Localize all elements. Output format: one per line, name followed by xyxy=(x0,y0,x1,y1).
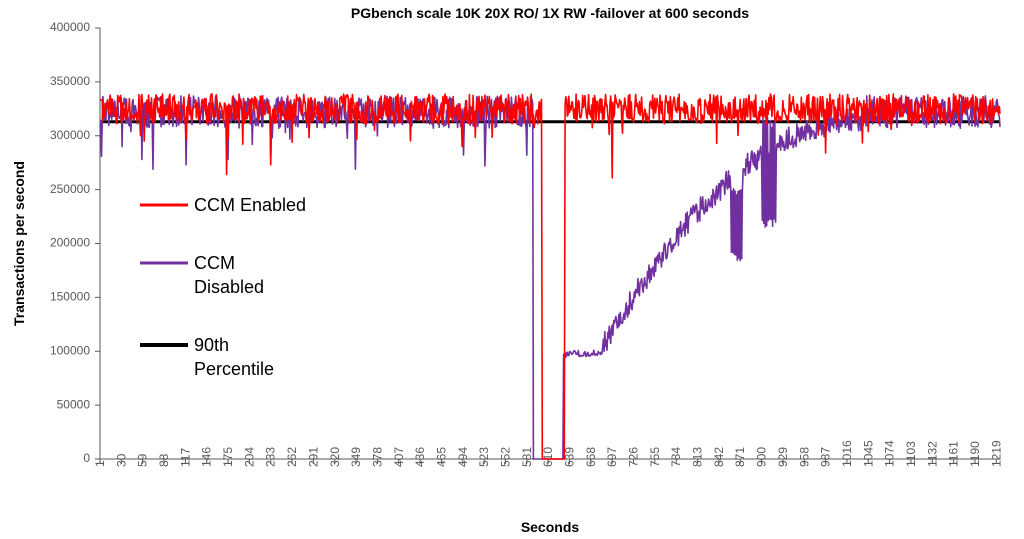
x-tick-label: 30 xyxy=(114,453,128,467)
legend: CCM Enabled CCM Disabled 90th Percentile xyxy=(140,195,306,379)
x-tick-label: 349 xyxy=(349,447,363,467)
x-tick-label: 1 xyxy=(93,460,107,467)
x-tick-label: 755 xyxy=(648,447,662,467)
chart-title: PGbench scale 10K 20X RO/ 1X RW -failove… xyxy=(351,5,749,21)
x-tick-label: 117 xyxy=(178,448,192,467)
legend-label: CCM Enabled xyxy=(194,195,306,215)
x-axis-label: Seconds xyxy=(521,519,580,535)
x-tick-label: 175 xyxy=(221,447,235,467)
x-tick-label: 958 xyxy=(797,447,811,467)
x-tick-label: 59 xyxy=(136,453,150,467)
y-tick-label: 0 xyxy=(83,451,90,465)
x-tick-label: 204 xyxy=(242,447,256,467)
x-tick-label: 291 xyxy=(306,447,320,467)
x-tick-label: 871 xyxy=(733,447,747,467)
x-tick-label: 1074 xyxy=(883,440,897,467)
x-tick-label: 465 xyxy=(434,447,448,467)
x-tick-label: 929 xyxy=(776,447,790,467)
x-tick-label: 1219 xyxy=(989,440,1003,467)
x-tick-label: 88 xyxy=(157,453,171,467)
x-tick-label: 842 xyxy=(712,447,726,467)
pgbench-failover-chart: PGbench scale 10K 20X RO/ 1X RW -failove… xyxy=(0,0,1024,539)
x-tick-label: 407 xyxy=(392,447,406,467)
y-tick-label: 150000 xyxy=(50,290,90,304)
x-tick-label: 726 xyxy=(627,447,641,467)
x-tick-label: 813 xyxy=(691,447,705,467)
y-axis-label: Transactions per second xyxy=(11,161,27,326)
y-tick-label: 400000 xyxy=(50,20,90,34)
x-tick-label: 581 xyxy=(520,447,534,467)
x-tick-label: 436 xyxy=(413,447,427,467)
y-tick-label: 250000 xyxy=(50,182,90,196)
x-tick-label: 900 xyxy=(755,447,769,467)
x-tick-label: 552 xyxy=(498,447,512,467)
legend-label: 90th xyxy=(194,335,229,355)
x-tick-label: 523 xyxy=(477,447,491,467)
x-tick-label: 320 xyxy=(328,447,342,467)
x-tick-label: 987 xyxy=(819,447,833,467)
y-tick-label: 350000 xyxy=(50,74,90,88)
x-tick-label: 668 xyxy=(584,447,598,467)
x-tick-label: 494 xyxy=(456,447,470,467)
y-tick-label: 200000 xyxy=(50,236,90,250)
x-tick-label: 610 xyxy=(541,447,555,467)
x-tick-label: 1161 xyxy=(947,441,961,467)
y-tick-label: 50000 xyxy=(57,397,91,411)
x-tick-label: 1103 xyxy=(904,441,918,467)
x-axis: 1 30 59 88 117 146 175 204 233 262 291 320 349 378 407… xyxy=(93,440,1003,467)
x-tick-label: 233 xyxy=(264,447,278,467)
y-tick-label: 100000 xyxy=(50,343,90,357)
x-tick-label: 1016 xyxy=(840,440,854,467)
legend-label: Disabled xyxy=(194,277,264,297)
y-tick-label: 300000 xyxy=(50,128,90,142)
legend-label: CCM xyxy=(194,253,235,273)
x-tick-label: 1190 xyxy=(968,441,982,467)
y-axis: 0 50000 100000 150000 200000 250000 300000 3500… xyxy=(50,20,100,465)
x-tick-label: 1045 xyxy=(861,440,875,467)
x-tick-label: 697 xyxy=(605,447,619,467)
legend-label: Percentile xyxy=(194,359,274,379)
x-tick-label: 784 xyxy=(669,447,683,467)
chart-svg: PGbench scale 10K 20X RO/ 1X RW -failove… xyxy=(0,0,1024,539)
x-tick-label: 262 xyxy=(285,447,299,467)
x-tick-label: 1132 xyxy=(925,441,939,467)
x-tick-label: 378 xyxy=(370,447,384,467)
x-tick-label: 146 xyxy=(200,447,214,467)
